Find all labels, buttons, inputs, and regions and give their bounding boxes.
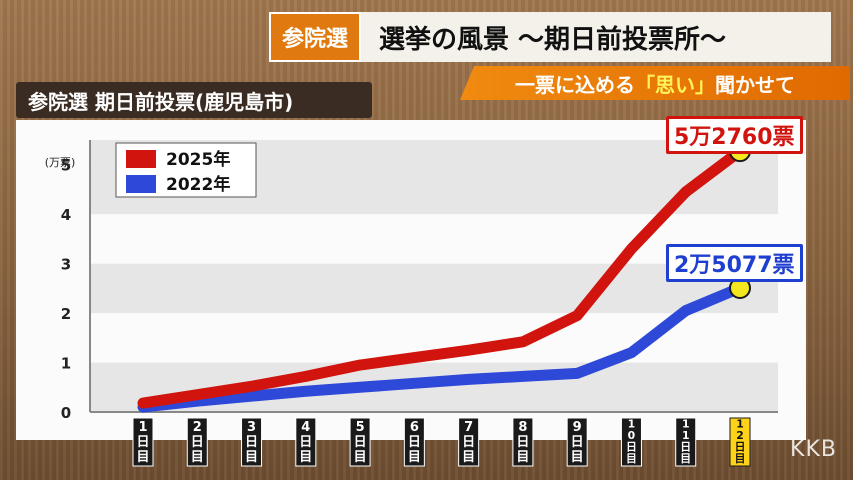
- legend-swatch: [126, 175, 156, 193]
- x-tick-label: 日: [462, 435, 475, 450]
- grid-band: [90, 263, 778, 314]
- y-tick-label: 4: [61, 206, 71, 224]
- subtitle-part-3: 聞かせて: [715, 72, 795, 97]
- x-tick-label: 目: [299, 450, 312, 465]
- election-tag: 参院選: [269, 12, 361, 62]
- subtitle-part-2: 「思い」: [635, 72, 715, 97]
- x-tick-label: 日: [516, 435, 529, 450]
- x-tick-label: 2: [736, 429, 744, 442]
- x-tick-box: [620, 417, 642, 467]
- x-tick-label: 日: [735, 441, 746, 454]
- data-point: [576, 315, 578, 317]
- x-tick-label: 目: [245, 450, 258, 465]
- x-tick-box: [349, 417, 371, 467]
- data-point: [522, 341, 524, 343]
- subtitle-part-1: 一票に込める: [515, 72, 635, 97]
- data-point: [468, 349, 470, 351]
- x-tick-label: 目: [191, 450, 204, 465]
- x-tick-label: 1: [682, 429, 690, 442]
- x-tick-box: [186, 417, 208, 467]
- x-tick-label: 3: [247, 420, 256, 435]
- annotation-2022: 2万5077票: [666, 244, 803, 282]
- data-point: [468, 378, 470, 380]
- x-tick-box: [295, 417, 317, 467]
- data-point: [251, 385, 253, 387]
- x-tick-box: [241, 417, 263, 467]
- x-tick-label: 日: [408, 435, 421, 450]
- y-tick-label: 0: [61, 404, 71, 422]
- chart-title: 参院選 期日前投票(鹿児島市): [16, 82, 372, 118]
- x-tick-label: 1: [628, 418, 636, 431]
- x-tick-box: [729, 417, 751, 467]
- data-point: [305, 375, 307, 377]
- data-point: [359, 364, 361, 366]
- x-tick-label: 目: [516, 450, 529, 465]
- x-tick-label: 9: [573, 420, 582, 435]
- data-point: [196, 400, 198, 402]
- legend-swatch: [126, 150, 156, 168]
- x-tick-label: 6: [410, 420, 419, 435]
- x-tick-label: 5: [356, 420, 365, 435]
- data-point: [685, 191, 687, 193]
- x-tick-label: 目: [735, 452, 746, 465]
- y-tick-label: 1: [61, 355, 71, 373]
- series-line-2022年: [137, 282, 746, 413]
- data-point: [359, 386, 361, 388]
- y-tick-label: 3: [61, 256, 71, 274]
- x-tick-label: 4: [301, 420, 310, 435]
- data-point: [196, 394, 198, 396]
- x-tick-label: 日: [299, 435, 312, 450]
- x-tick-label: 目: [626, 452, 637, 465]
- x-tick-label: 目: [462, 450, 475, 465]
- x-tick-label: 日: [571, 435, 584, 450]
- x-tick-label: 目: [354, 450, 367, 465]
- x-tick-label: 目: [136, 450, 149, 465]
- data-point: [413, 357, 415, 359]
- data-point: [142, 402, 144, 404]
- x-tick-box: [403, 417, 425, 467]
- legend-label: 2022年: [166, 174, 230, 195]
- x-tick-label: 7: [464, 420, 473, 435]
- x-tick-label: 日: [354, 435, 367, 450]
- x-tick-label: 目: [571, 450, 584, 465]
- x-tick-box: [458, 417, 480, 467]
- x-tick-label: 1: [736, 418, 744, 431]
- x-tick-label: 日: [626, 441, 637, 454]
- legend-label: 2025年: [166, 149, 230, 170]
- y-axis-unit: (万票): [45, 156, 76, 169]
- x-tick-label: 目: [680, 452, 691, 465]
- series-line-2025年: [137, 145, 746, 409]
- data-point: [630, 248, 632, 250]
- x-tick-label: 日: [680, 441, 691, 454]
- data-point: [522, 375, 524, 377]
- data-point: [685, 310, 687, 312]
- x-tick-box: [132, 417, 154, 467]
- y-tick-label: 2: [61, 305, 71, 323]
- y-tick-label: 5: [61, 157, 71, 175]
- kkb-logo: KKB: [790, 437, 837, 462]
- data-point: [576, 372, 578, 374]
- x-tick-label: 1: [682, 418, 690, 431]
- data-point: [413, 382, 415, 384]
- x-tick-box: [675, 417, 697, 467]
- segment-subtitle: 一票に込める 「思い」 聞かせて: [460, 66, 850, 100]
- x-tick-box: [566, 417, 588, 467]
- x-tick-label: 1: [138, 420, 147, 435]
- x-tick-label: 2: [193, 420, 202, 435]
- annotation-2025: 5万2760票: [666, 116, 803, 154]
- program-title: 選挙の風景 ～期日前投票所～: [361, 12, 831, 62]
- x-tick-label: 8: [518, 420, 527, 435]
- x-tick-label: 目: [408, 450, 421, 465]
- x-tick-label: 日: [191, 435, 204, 450]
- x-tick-label: 日: [136, 435, 149, 450]
- data-point: [305, 390, 307, 392]
- x-tick-box: [512, 417, 534, 467]
- data-point: [630, 352, 632, 354]
- data-point: [251, 395, 253, 397]
- x-tick-label: 日: [245, 435, 258, 450]
- x-tick-label: 0: [628, 429, 636, 442]
